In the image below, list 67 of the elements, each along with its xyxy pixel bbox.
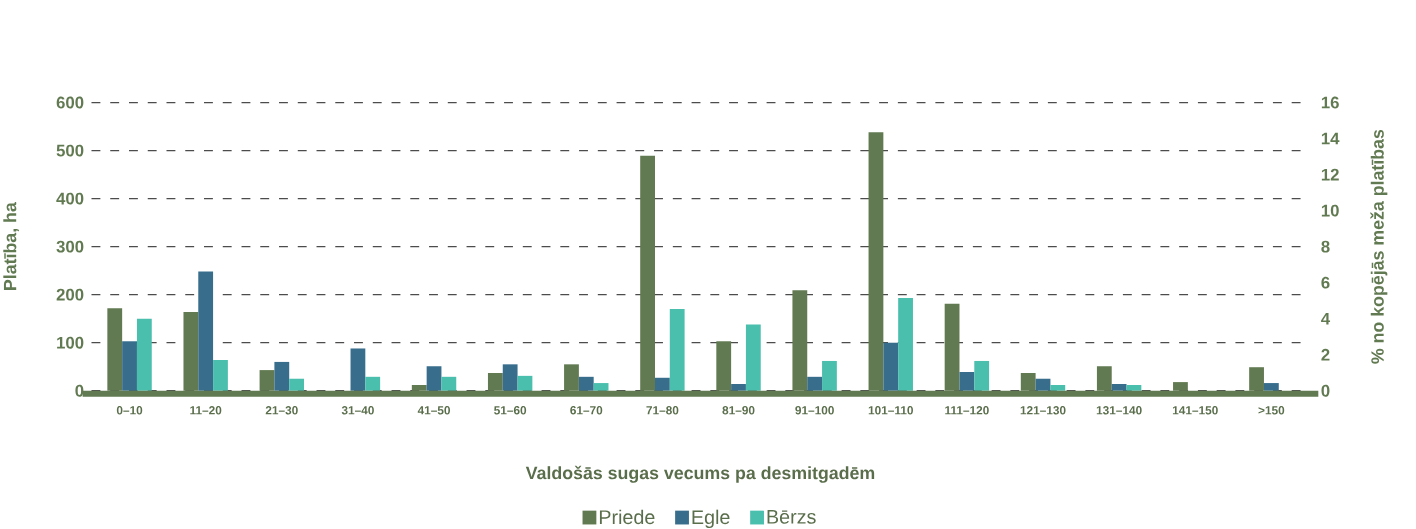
y-tick-label: 200 — [56, 288, 84, 301]
bar — [502, 364, 518, 391]
bar — [898, 297, 913, 391]
bar — [1050, 384, 1066, 391]
bar — [1111, 383, 1127, 391]
y2-tick-label: 12 — [1321, 168, 1339, 181]
x-tick-label: 41–50 — [417, 405, 451, 415]
y2-axis-title: % no kopējās meža platības — [1370, 129, 1388, 364]
bar — [807, 376, 823, 391]
x-tick-label: 51–60 — [494, 405, 527, 415]
bar — [365, 376, 381, 391]
y2-tick-label: 0 — [1321, 384, 1330, 397]
y2-tick-label: 8 — [1321, 240, 1330, 253]
bar — [731, 383, 746, 391]
bar — [1126, 384, 1142, 391]
bar — [122, 341, 137, 391]
y-tick-label: 400 — [56, 192, 84, 205]
x-tick-label: 121–130 — [1020, 405, 1066, 415]
x-tick-label: 101–110 — [868, 405, 913, 415]
bar — [974, 360, 990, 391]
bar — [1035, 378, 1051, 391]
bar — [655, 377, 670, 391]
bar — [959, 371, 975, 391]
y2-tick-label: 14 — [1321, 132, 1340, 145]
bar — [441, 376, 457, 391]
bar — [274, 361, 290, 391]
y2-tick-label: 6 — [1321, 276, 1330, 289]
bar — [883, 342, 899, 391]
bar — [289, 378, 304, 391]
x-tick-label: 11–20 — [190, 405, 222, 415]
x-tick-label: 141–150 — [1172, 405, 1218, 415]
y2-tick-label: 16 — [1321, 96, 1339, 109]
y2-tick-label: 10 — [1321, 204, 1339, 217]
x-axis-title: Valdošās sugas vecums pa desmitgadēm — [525, 465, 875, 483]
bar — [136, 318, 152, 391]
x-tick-label: 81–90 — [722, 405, 755, 415]
x-tick-label: 0–10 — [116, 405, 143, 415]
legend-label: Egle — [692, 509, 730, 528]
bar — [593, 382, 609, 391]
y-tick-label: 300 — [56, 240, 84, 253]
y-tick-label: 0 — [75, 384, 84, 397]
legend-label: Priede — [599, 509, 655, 524]
x-tick-label: >150 — [1258, 405, 1285, 415]
bar — [822, 360, 837, 391]
x-tick-label: 91–100 — [795, 405, 834, 415]
bar — [578, 376, 594, 391]
y2-tick-label: 4 — [1321, 312, 1331, 325]
y2-tick-label: 2 — [1321, 348, 1330, 361]
x-tick-label: 131–140 — [1096, 405, 1142, 415]
bar — [198, 271, 214, 391]
bar — [426, 366, 442, 391]
x-tick-label: 71–80 — [646, 405, 679, 415]
x-tick-label: 111–120 — [945, 405, 989, 415]
legend-label: Bērzs — [767, 509, 816, 524]
bar — [350, 348, 366, 391]
bar — [745, 324, 761, 391]
y-tick-label: 500 — [56, 144, 84, 157]
y-tick-label: 600 — [56, 96, 84, 109]
bar — [1263, 382, 1279, 391]
y-axis-title: Platība, ha — [3, 201, 19, 290]
bar — [213, 359, 228, 391]
bar — [669, 308, 685, 391]
y-tick-label: 100 — [57, 336, 84, 349]
x-tick-label: 31–40 — [341, 405, 374, 415]
bar — [517, 375, 533, 391]
x-tick-label: 21–30 — [265, 405, 298, 415]
x-tick-label: 61–70 — [570, 405, 603, 415]
